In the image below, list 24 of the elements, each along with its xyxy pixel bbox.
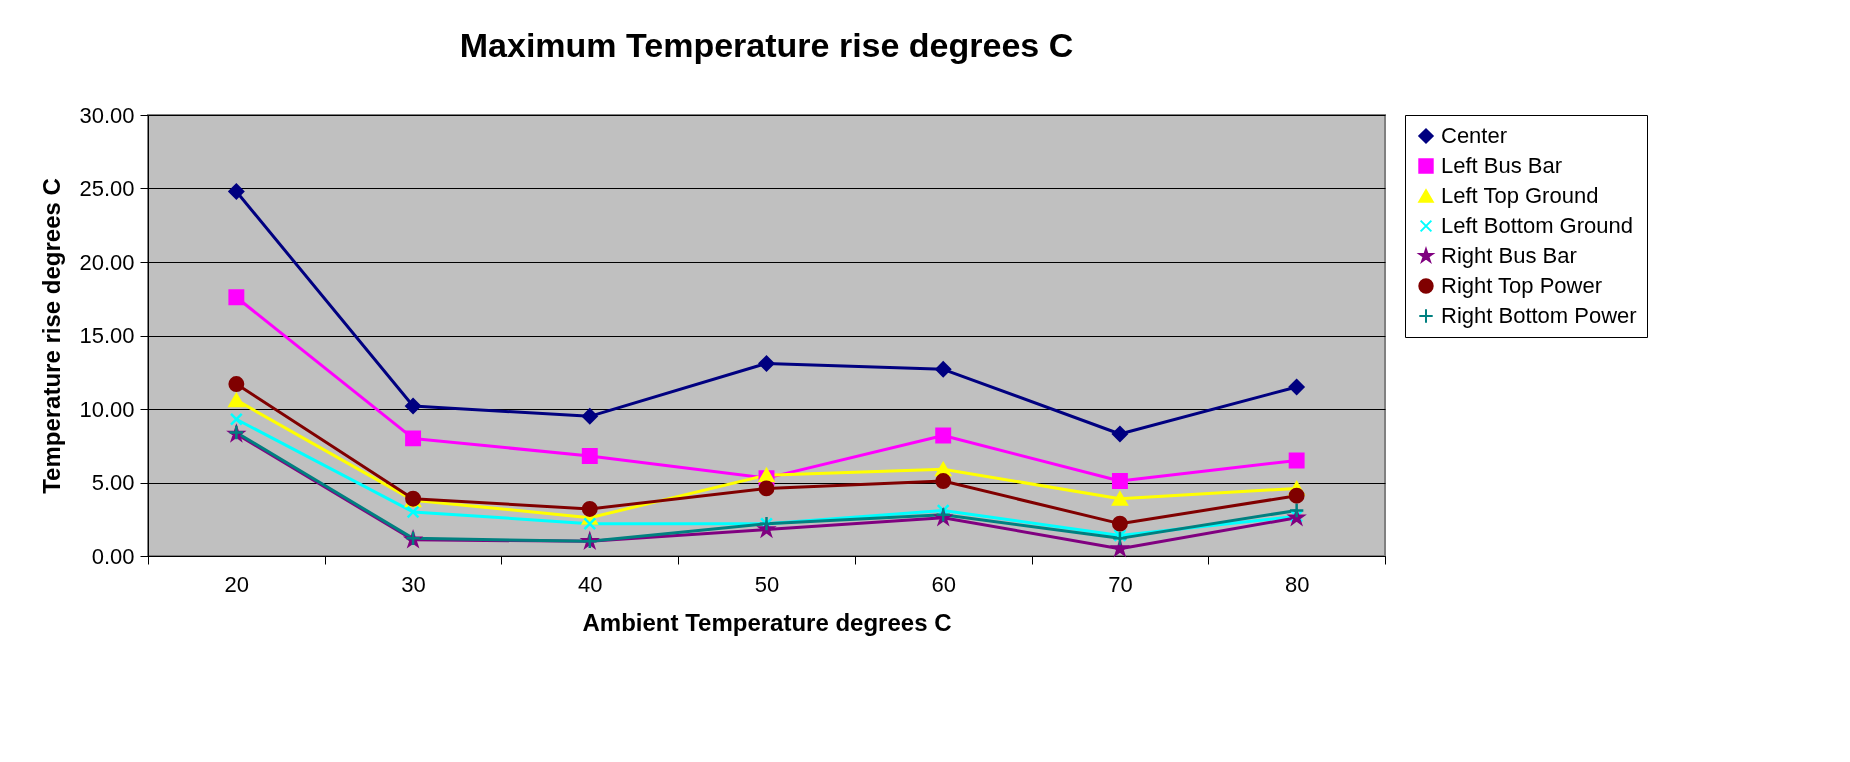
chart-title: Maximum Temperature rise degrees C [459, 26, 1074, 64]
legend-label: Left Bus Bar [1441, 153, 1563, 178]
y-tick-label: 10.00 [79, 396, 135, 422]
y-tick-label: 15.00 [79, 323, 135, 348]
y-tick-label: 25.00 [79, 176, 135, 201]
x-tick-label: 70 [1108, 571, 1133, 597]
legend-label: Right Top Power [1441, 273, 1603, 298]
x-tick-label: 40 [578, 571, 603, 597]
x-tick-label: 60 [931, 571, 956, 597]
legend-label: Left Bottom Ground [1441, 213, 1633, 238]
legend-label: Right Bottom Power [1441, 303, 1637, 328]
y-axis-title: Temperature rise degrees C [38, 178, 66, 494]
x-tick-label: 30 [401, 571, 426, 597]
x-tick-label: 20 [224, 571, 250, 597]
y-tick-label: 30.00 [79, 102, 135, 128]
legend-label: Right Bus Bar [1441, 243, 1577, 268]
x-tick-label: 50 [754, 571, 780, 597]
legend-label: Left Top Ground [1441, 183, 1599, 208]
y-tick-label: 5.00 [91, 470, 135, 495]
legend-label: Center [1441, 123, 1508, 148]
x-axis-title: Ambient Temperature degrees C [582, 608, 952, 636]
y-tick-label: 20.00 [79, 249, 135, 275]
x-tick-label: 80 [1284, 571, 1310, 597]
y-tick-label: 0.00 [91, 543, 135, 569]
